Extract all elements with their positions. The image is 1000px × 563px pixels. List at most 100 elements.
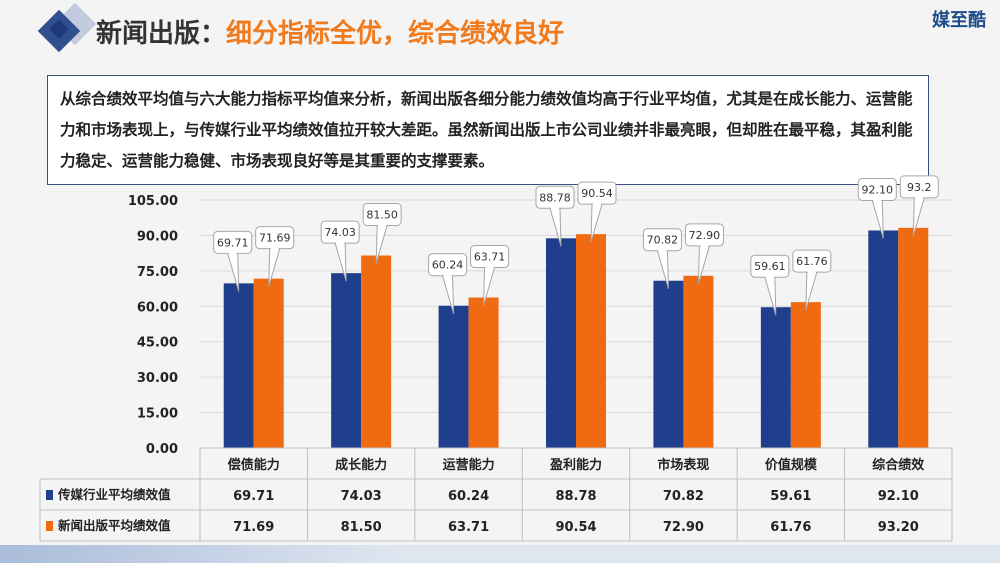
data-label-callout: 90.54 (577, 181, 617, 243)
data-label-callout: 69.71 (213, 230, 253, 292)
table-cell: 69.71 (233, 489, 274, 504)
y-tick-label: 0.00 (146, 442, 178, 457)
data-labels: 69.71 71.69 74.03 81.50 60.24 63.71 88.78 90.54… (213, 175, 939, 316)
intro-textbox: 从综合绩效平均值与六大能力指标平均值来分析，新闻出版各细分能力绩效值均高于行业平… (47, 75, 929, 185)
data-label: 74.03 (324, 226, 356, 239)
callout-join (593, 202, 601, 206)
category-label: 价值规模 (765, 457, 818, 473)
callout-join (551, 206, 559, 210)
data-label-callout: 70.82 (642, 228, 682, 289)
data-label: 93.2 (907, 181, 932, 194)
table-cell: 74.03 (341, 489, 382, 504)
data-label-callout: 92.10 (857, 177, 897, 239)
category-label: 综合绩效 (872, 457, 925, 473)
brand-logo: 媒至酷 (932, 10, 986, 31)
callout-join (873, 198, 882, 202)
table-cell: 90.54 (555, 520, 596, 535)
page-title: 新闻出版：细分指标全优，综合绩效良好 (96, 14, 564, 54)
callout-join (915, 196, 924, 200)
legend-key (46, 521, 53, 531)
y-tick-label: 90.00 (137, 229, 178, 244)
bar-chart: 0.00 15.00 30.00 45.00 60.00 75.00 90.00 105.00… (39, 175, 953, 542)
bar-industry (223, 283, 254, 448)
bar-industry (760, 307, 791, 448)
bars (223, 227, 929, 448)
data-label: 69.71 (217, 236, 249, 249)
callout-join (443, 274, 452, 278)
table-cell: 92.10 (878, 489, 919, 504)
y-tick-label: 105.00 (128, 194, 178, 209)
bottom-bar (0, 545, 1000, 563)
callout-join (765, 275, 774, 279)
bar-industry (438, 305, 469, 448)
data-label: 88.78 (539, 191, 571, 204)
data-label-callout: 60.24 (428, 253, 468, 314)
table-cell: 61.76 (770, 520, 811, 535)
bar-publishing (253, 278, 284, 448)
table-cell: 81.50 (341, 520, 382, 535)
callout-join (270, 247, 279, 251)
y-tick-label: 60.00 (137, 300, 178, 315)
table-cell: 60.24 (448, 489, 489, 504)
category-label: 盈利能力 (549, 457, 602, 473)
y-tick-label: 75.00 (137, 265, 178, 280)
table-cell: 71.69 (233, 520, 274, 535)
callout-join (228, 251, 237, 255)
data-label: 71.69 (259, 232, 291, 245)
bar-industry (546, 238, 576, 448)
bar-publishing (683, 275, 714, 448)
table-cell: 70.82 (663, 489, 704, 504)
data-label-callout: 71.69 (255, 226, 295, 287)
bar-publishing (790, 302, 821, 448)
data-label: 72.90 (689, 229, 721, 242)
series-label: 传媒行业平均绩效值 (57, 487, 171, 502)
data-label-callout: 61.76 (792, 249, 832, 311)
table-cell: 59.61 (770, 489, 811, 504)
data-label-callout: 72.90 (684, 223, 724, 284)
data-label-callout: 63.71 (470, 245, 510, 306)
data-label: 90.54 (581, 187, 613, 200)
data-label: 81.50 (366, 209, 398, 222)
series-label: 新闻出版平均绩效值 (58, 518, 171, 533)
data-label-callout: 81.50 (362, 203, 402, 264)
category-label: 偿债能力 (228, 457, 280, 473)
data-label-callout: 93.2 (899, 175, 939, 237)
data-label-callout: 74.03 (320, 220, 360, 282)
data-label: 92.10 (862, 183, 894, 196)
y-tick-label: 15.00 (137, 407, 178, 422)
bar-publishing (898, 227, 929, 448)
callout-join (700, 244, 709, 248)
data-label: 70.82 (647, 234, 679, 247)
category-label: 成长能力 (335, 457, 387, 473)
y-axis-ticks: 0.00 15.00 30.00 45.00 60.00 75.00 90.00 105.00 (128, 194, 178, 457)
category-label: 运营能力 (443, 457, 495, 473)
callout-join (336, 241, 345, 245)
table-cell: 63.71 (448, 520, 489, 535)
bar-publishing (361, 255, 392, 448)
y-tick-label: 30.00 (137, 371, 178, 386)
table-cell: 88.78 (555, 489, 596, 504)
callout-join (378, 224, 387, 228)
bar-publishing (468, 297, 499, 448)
data-label: 60.24 (432, 259, 464, 272)
y-tick-label: 45.00 (137, 336, 178, 351)
legend-key (46, 490, 53, 500)
category-label: 市场表现 (657, 457, 709, 473)
data-label: 61.76 (796, 255, 828, 268)
data-label: 63.71 (474, 251, 506, 264)
title-highlight: 细分指标全优，综合绩效良好 (226, 19, 565, 49)
table-cell: 93.20 (878, 520, 919, 535)
bar-industry (331, 273, 362, 448)
data-label-callout: 88.78 (535, 185, 575, 247)
bar-industry (868, 230, 899, 448)
callout-join (485, 266, 494, 270)
table-cell: 72.90 (663, 520, 704, 535)
title-prefix: 新闻出版： (96, 19, 227, 49)
data-label: 59.61 (754, 260, 786, 273)
callout-join (807, 270, 816, 274)
callout-join (658, 249, 667, 253)
bar-industry (653, 280, 684, 448)
bar-publishing (576, 234, 606, 448)
